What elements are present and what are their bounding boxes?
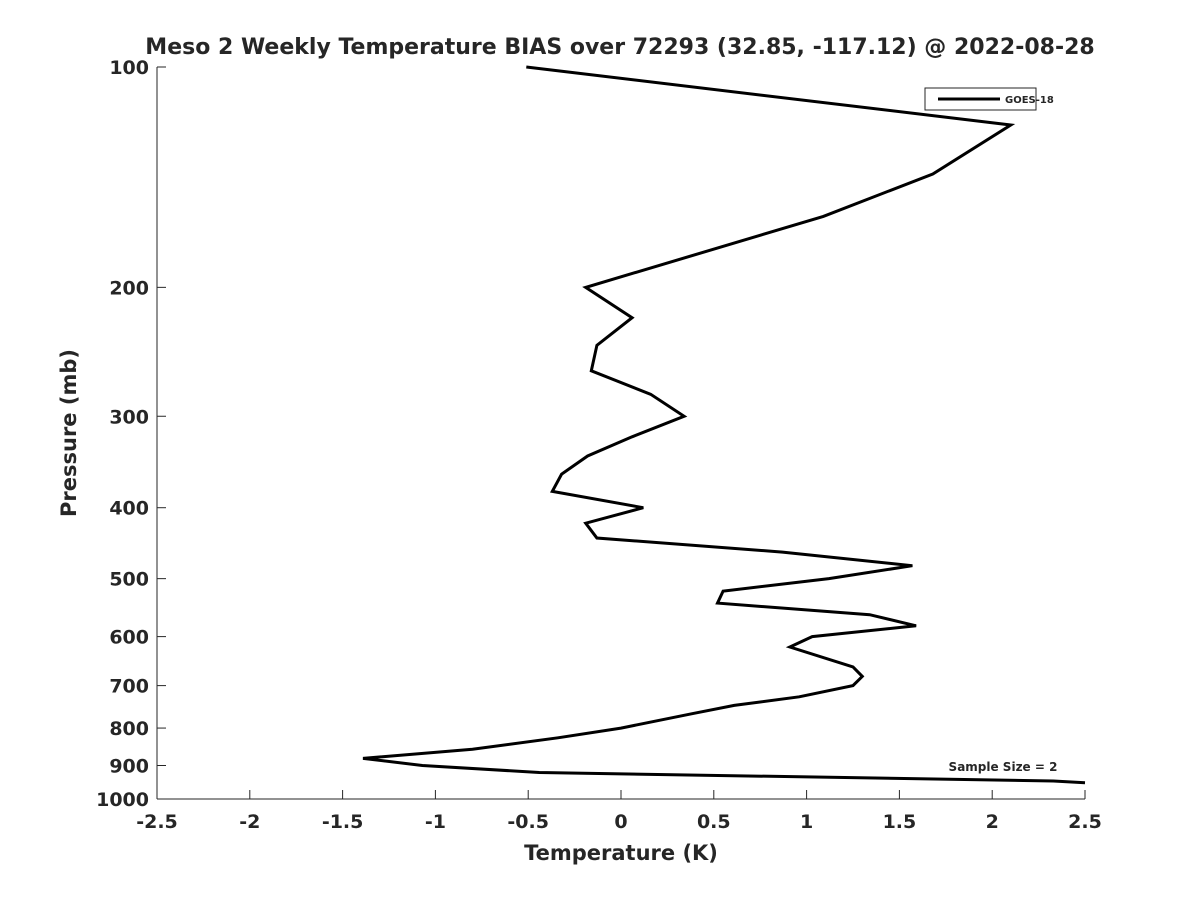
x-tick-label: -2.5 [136, 811, 178, 833]
legend-label: GOES-18 [1005, 95, 1054, 106]
x-tick-label: 1 [800, 811, 813, 833]
y-tick-label: 500 [109, 569, 149, 591]
series-lines [362, 65, 1086, 785]
x-tick-label: -2 [239, 811, 260, 833]
axes: -2.5 -2 -1.5 -1 -0.5 0 0.5 1 1.5 2 2.5 100 200 300 400… [96, 57, 1102, 833]
x-tick-label: 2.5 [1068, 811, 1102, 833]
x-tick-label: -1 [425, 811, 446, 833]
x-tick-label: 0.5 [697, 811, 731, 833]
y-tick-label: 200 [109, 277, 149, 299]
y-tick-label: 700 [109, 676, 149, 698]
chart-title: Meso 2 Weekly Temperature BIAS over 7229… [145, 35, 1094, 60]
sample-size-annotation: Sample Size = 2 [949, 760, 1058, 774]
y-tick-label: 100 [109, 57, 149, 79]
series-line-goes-18 [362, 65, 1086, 785]
x-tick-label: 1.5 [883, 811, 917, 833]
y-tick-label: 1000 [96, 789, 149, 811]
y-tick-label: 800 [109, 718, 149, 740]
x-axis-label: Temperature (K) [524, 841, 718, 865]
y-tick-label: 900 [109, 756, 149, 778]
legend: GOES-18 [924, 87, 1054, 111]
y-axis-label: Pressure (mb) [57, 349, 81, 517]
x-tick-label: 2 [986, 811, 999, 833]
x-tick-label: -1.5 [322, 811, 364, 833]
x-tick-label: -0.5 [507, 811, 549, 833]
y-tick-label: 300 [109, 406, 149, 428]
y-tick-label: 600 [109, 627, 149, 649]
y-tick-label: 400 [109, 498, 149, 520]
x-tick-label: 0 [614, 811, 627, 833]
